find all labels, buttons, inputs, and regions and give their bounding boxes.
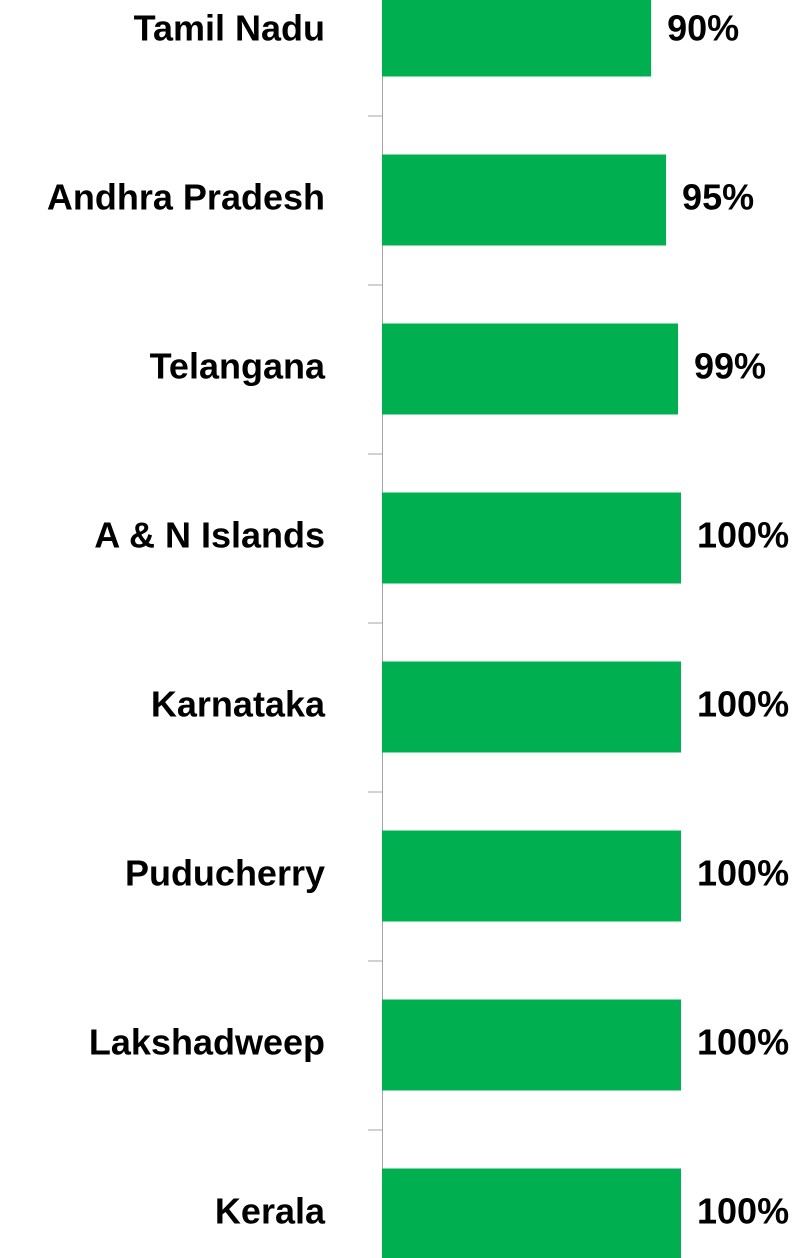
bar: [382, 154, 667, 246]
bar: [382, 999, 681, 1091]
data-label: 100%: [697, 515, 789, 556]
y-tick-label: Karnataka: [151, 684, 326, 725]
bar: [382, 323, 679, 415]
data-label: 99%: [694, 346, 766, 387]
y-tick-label: A & N Islands: [94, 515, 325, 556]
y-tick-label: Lakshadweep: [89, 1022, 325, 1063]
bar: [382, 830, 681, 922]
bar: [382, 1168, 681, 1258]
data-label: 100%: [697, 1191, 789, 1232]
bar: [382, 0, 652, 77]
y-tick-label: Andhra Pradesh: [47, 177, 325, 218]
data-label: 95%: [682, 177, 754, 218]
y-tick-label: Tamil Nadu: [134, 8, 325, 49]
y-tick-label: Puducherry: [125, 853, 325, 894]
y-tick-label: Telangana: [150, 346, 326, 387]
y-tick-label: Kerala: [215, 1191, 326, 1232]
data-label: 100%: [697, 853, 789, 894]
data-label: 90%: [667, 8, 739, 49]
data-label: 100%: [697, 1022, 789, 1063]
bar: [382, 661, 681, 753]
bar: [382, 492, 681, 584]
data-label: 100%: [697, 684, 789, 725]
